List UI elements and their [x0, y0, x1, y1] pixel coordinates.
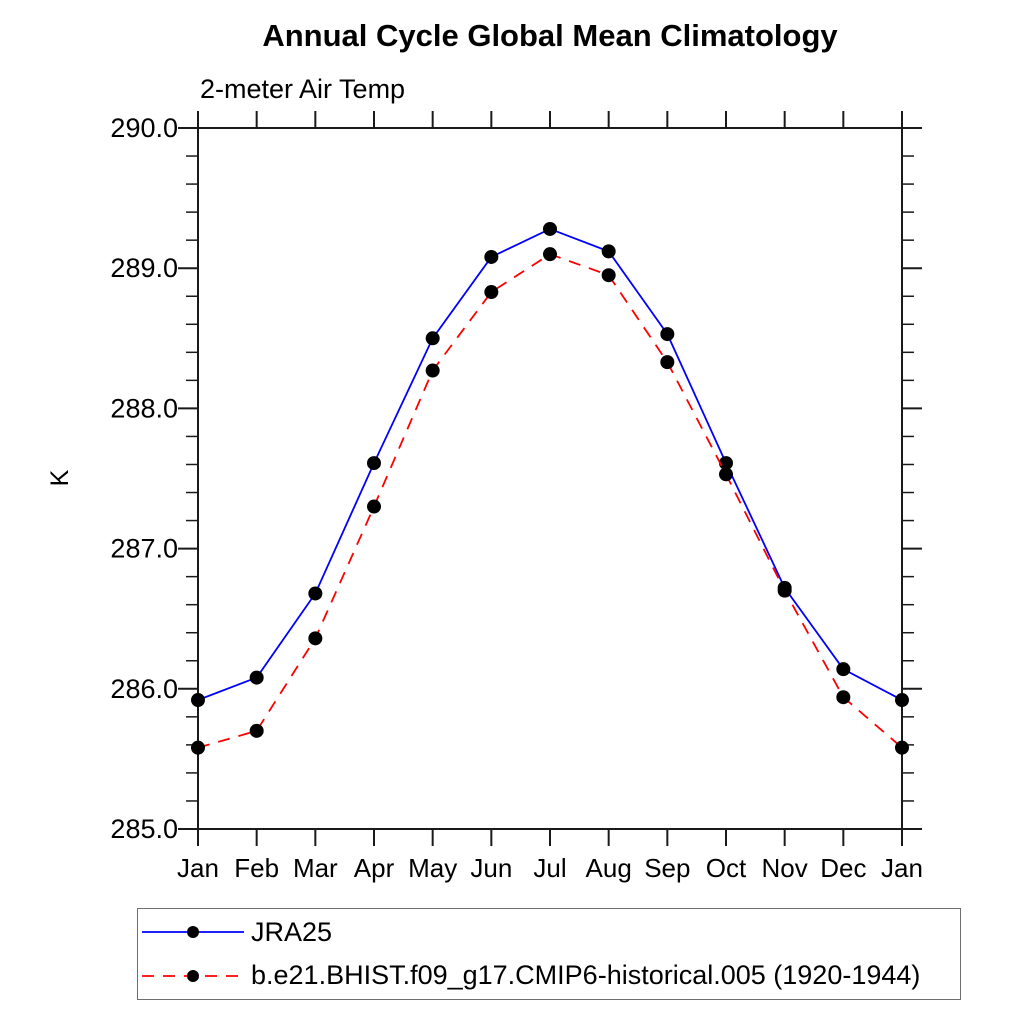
x-tick-label: Feb	[234, 853, 279, 883]
legend-box: JRA25 b.e21.BHIST.f09_g17.CMIP6-historic…	[137, 908, 961, 1000]
data-point	[425, 363, 440, 378]
x-tick-label: May	[408, 853, 457, 883]
x-tick-label: Mar	[293, 853, 338, 883]
x-tick-label: Dec	[820, 853, 866, 883]
legend-label-model: b.e21.BHIST.f09_g17.CMIP6-historical.005…	[251, 960, 921, 991]
data-point	[660, 327, 675, 342]
data-point	[836, 690, 851, 705]
y-tick-label: 285.0	[110, 814, 178, 844]
chart-subtitle: 2-meter Air Temp	[200, 74, 406, 104]
data-point	[895, 740, 909, 755]
x-tick-label: Aug	[586, 853, 632, 883]
data-point	[367, 499, 381, 514]
data-point	[191, 693, 205, 708]
data-point	[601, 244, 616, 259]
x-tick-label: Apr	[354, 853, 395, 883]
x-tick-label: Jun	[470, 853, 512, 883]
series-line-0	[197, 227, 903, 701]
data-point	[895, 693, 909, 708]
legend-item-model: b.e21.BHIST.f09_g17.CMIP6-historical.005…	[138, 956, 960, 996]
legend-label-jra25: JRA25	[251, 916, 333, 947]
data-point	[836, 662, 851, 677]
y-axis-title: K	[46, 469, 74, 486]
data-point	[543, 221, 557, 236]
data-point	[484, 285, 499, 300]
legend-sample-marker	[187, 926, 199, 939]
y-tick-label: 288.0	[110, 393, 178, 423]
data-point	[425, 331, 440, 346]
legend-line-sample-solid	[142, 926, 244, 939]
data-point	[660, 355, 675, 370]
x-tick-label: Jul	[533, 853, 566, 883]
x-tick-label: Jan	[177, 853, 219, 883]
y-tick-label: 290.0	[110, 113, 178, 143]
x-tick-label: Jan	[881, 853, 923, 883]
y-tick-label: 289.0	[110, 253, 178, 283]
data-point	[719, 456, 733, 471]
data-point	[249, 723, 264, 738]
chart-title: Annual Cycle Global Mean Climatology	[262, 18, 838, 53]
data-point	[543, 247, 557, 262]
data-point	[484, 249, 499, 264]
y-tick-label: 286.0	[110, 674, 178, 704]
data-point	[249, 670, 264, 685]
data-point	[191, 740, 205, 755]
data-point	[367, 456, 381, 471]
x-tick-label: Sep	[644, 853, 690, 883]
data-point	[308, 586, 323, 601]
y-tick-label: 287.0	[110, 534, 178, 564]
series-line-1	[197, 253, 903, 749]
data-point	[719, 467, 733, 482]
data-point	[308, 631, 323, 646]
x-tick-label: Nov	[762, 853, 808, 883]
x-tick-label: Oct	[706, 853, 747, 883]
data-point	[601, 268, 616, 283]
legend-item-jra25: JRA25	[138, 912, 960, 952]
legend-sample-marker	[187, 969, 199, 982]
data-point	[777, 583, 792, 598]
legend-line-sample-dashed	[142, 969, 244, 982]
